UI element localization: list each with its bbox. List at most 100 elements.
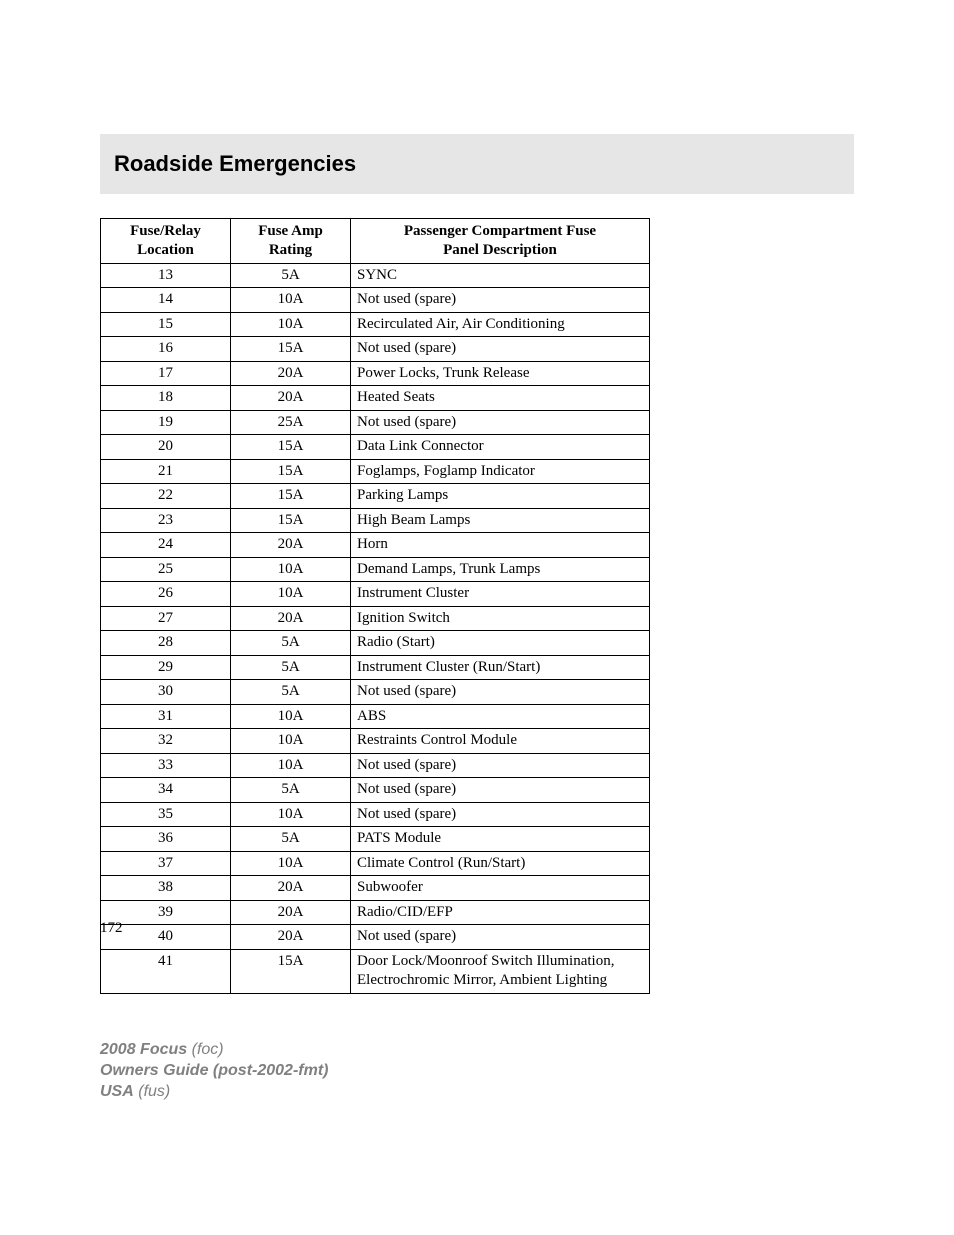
cell-description: Instrument Cluster — [351, 582, 650, 607]
cell-description: Recirculated Air, Air Conditioning — [351, 312, 650, 337]
table-row: 3210ARestraints Control Module — [101, 729, 650, 754]
fuse-table: Fuse/RelayLocation Fuse AmpRating Passen… — [100, 218, 650, 994]
cell-location: 24 — [101, 533, 231, 558]
cell-location: 14 — [101, 288, 231, 313]
table-row: 2510ADemand Lamps, Trunk Lamps — [101, 557, 650, 582]
table-row: 2215AParking Lamps — [101, 484, 650, 509]
table-row: 2720AIgnition Switch — [101, 606, 650, 631]
footer-region: USA — [100, 1083, 134, 1100]
table-row: 285ARadio (Start) — [101, 631, 650, 656]
cell-description: Restraints Control Module — [351, 729, 650, 754]
cell-description: PATS Module — [351, 827, 650, 852]
cell-location: 29 — [101, 655, 231, 680]
cell-amp: 10A — [231, 312, 351, 337]
cell-description: Climate Control (Run/Start) — [351, 851, 650, 876]
footer-line-1: 2008 Focus (foc) — [100, 1040, 328, 1061]
cell-description: Ignition Switch — [351, 606, 650, 631]
cell-location: 21 — [101, 459, 231, 484]
table-row: 3710AClimate Control (Run/Start) — [101, 851, 650, 876]
cell-description: Not used (spare) — [351, 288, 650, 313]
cell-description: Not used (spare) — [351, 778, 650, 803]
cell-location: 23 — [101, 508, 231, 533]
footer-guide: Owners Guide (post-2002-fmt) — [100, 1062, 328, 1079]
cell-amp: 20A — [231, 386, 351, 411]
footer-block: 2008 Focus (foc) Owners Guide (post-2002… — [100, 1040, 328, 1102]
cell-location: 15 — [101, 312, 231, 337]
cell-amp: 10A — [231, 288, 351, 313]
cell-location: 16 — [101, 337, 231, 362]
table-row: 2315AHigh Beam Lamps — [101, 508, 650, 533]
cell-location: 20 — [101, 435, 231, 460]
cell-description: Parking Lamps — [351, 484, 650, 509]
footer-line-3: USA (fus) — [100, 1082, 328, 1103]
table-row: 3820ASubwoofer — [101, 876, 650, 901]
cell-location: 37 — [101, 851, 231, 876]
cell-amp: 20A — [231, 606, 351, 631]
cell-amp: 15A — [231, 337, 351, 362]
table-row: 3110AABS — [101, 704, 650, 729]
cell-description: Instrument Cluster (Run/Start) — [351, 655, 650, 680]
cell-location: 19 — [101, 410, 231, 435]
table-row: 4020ANot used (spare) — [101, 925, 650, 950]
table-row: 1925ANot used (spare) — [101, 410, 650, 435]
cell-description: High Beam Lamps — [351, 508, 650, 533]
table-row: 135ASYNC — [101, 263, 650, 288]
cell-amp: 20A — [231, 925, 351, 950]
cell-amp: 5A — [231, 827, 351, 852]
cell-description: Door Lock/Moonroof Switch Illumination, … — [351, 949, 650, 993]
cell-location: 17 — [101, 361, 231, 386]
cell-description: Power Locks, Trunk Release — [351, 361, 650, 386]
cell-location: 13 — [101, 263, 231, 288]
table-row: 345ANot used (spare) — [101, 778, 650, 803]
cell-location: 18 — [101, 386, 231, 411]
cell-amp: 15A — [231, 949, 351, 993]
table-row: 3310ANot used (spare) — [101, 753, 650, 778]
cell-description: Not used (spare) — [351, 680, 650, 705]
cell-description: Not used (spare) — [351, 925, 650, 950]
cell-amp: 10A — [231, 753, 351, 778]
cell-description: ABS — [351, 704, 650, 729]
cell-amp: 20A — [231, 876, 351, 901]
cell-location: 32 — [101, 729, 231, 754]
table-row: 1510ARecirculated Air, Air Conditioning — [101, 312, 650, 337]
cell-location: 22 — [101, 484, 231, 509]
cell-amp: 10A — [231, 729, 351, 754]
table-row: 4115ADoor Lock/Moonroof Switch Illuminat… — [101, 949, 650, 993]
cell-amp: 10A — [231, 704, 351, 729]
cell-amp: 5A — [231, 631, 351, 656]
cell-location: 27 — [101, 606, 231, 631]
table-row: 2015AData Link Connector — [101, 435, 650, 460]
cell-description: Data Link Connector — [351, 435, 650, 460]
cell-location: 33 — [101, 753, 231, 778]
cell-description: Not used (spare) — [351, 753, 650, 778]
table-row: 1615ANot used (spare) — [101, 337, 650, 362]
cell-description: Radio (Start) — [351, 631, 650, 656]
table-row: 2115AFoglamps, Foglamp Indicator — [101, 459, 650, 484]
cell-amp: 10A — [231, 802, 351, 827]
cell-location: 38 — [101, 876, 231, 901]
cell-amp: 25A — [231, 410, 351, 435]
cell-location: 26 — [101, 582, 231, 607]
table-row: 1820AHeated Seats — [101, 386, 650, 411]
cell-location: 36 — [101, 827, 231, 852]
cell-description: Foglamps, Foglamp Indicator — [351, 459, 650, 484]
table-row: 305ANot used (spare) — [101, 680, 650, 705]
cell-amp: 10A — [231, 582, 351, 607]
cell-location: 41 — [101, 949, 231, 993]
table-row: 1410ANot used (spare) — [101, 288, 650, 313]
table-row: 1720APower Locks, Trunk Release — [101, 361, 650, 386]
cell-description: Radio/CID/EFP — [351, 900, 650, 925]
cell-amp: 5A — [231, 680, 351, 705]
table-row: 365APATS Module — [101, 827, 650, 852]
cell-description: Not used (spare) — [351, 337, 650, 362]
table-row: 3510ANot used (spare) — [101, 802, 650, 827]
table-row: 3920ARadio/CID/EFP — [101, 900, 650, 925]
cell-description: Subwoofer — [351, 876, 650, 901]
cell-location: 28 — [101, 631, 231, 656]
cell-amp: 5A — [231, 778, 351, 803]
footer-model: 2008 Focus — [100, 1041, 187, 1058]
cell-description: Horn — [351, 533, 650, 558]
cell-description: Not used (spare) — [351, 802, 650, 827]
cell-amp: 15A — [231, 435, 351, 460]
footer-region-code: (fus) — [138, 1083, 170, 1100]
